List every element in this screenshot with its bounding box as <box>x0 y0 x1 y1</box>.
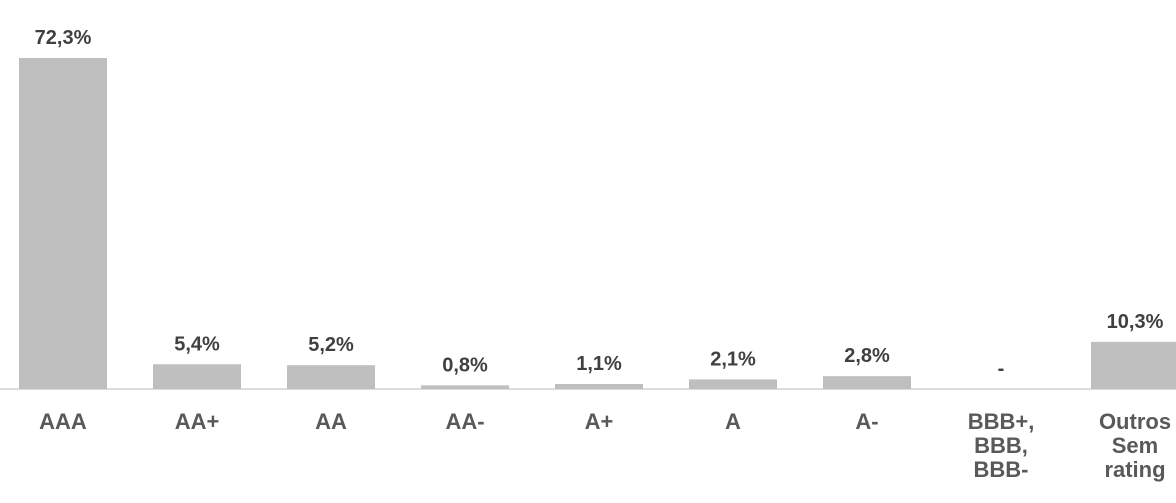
value-label: 5,2% <box>308 334 354 356</box>
bar <box>689 379 777 389</box>
value-label: 5,4% <box>174 333 220 355</box>
value-label: 10,3% <box>1107 311 1164 333</box>
x-tick-label: A <box>725 409 741 434</box>
value-label: - <box>998 358 1005 380</box>
bar <box>823 376 911 389</box>
x-tick-label: AA+ <box>174 409 220 434</box>
x-tick-label: BBB+, BBB, BBB- <box>967 409 1035 482</box>
x-tick-label: A- <box>855 409 879 434</box>
x-tick-label: AA <box>315 409 347 434</box>
bar <box>19 58 107 389</box>
x-tick-label: AA- <box>445 409 485 434</box>
value-label: 2,8% <box>844 345 890 367</box>
bar <box>421 385 509 389</box>
x-tick-label: Outros Sem rating <box>1098 409 1172 482</box>
bar <box>1091 341 1176 389</box>
value-label: 72,3% <box>35 27 92 49</box>
value-label: 1,1% <box>576 353 622 375</box>
bar <box>287 365 375 389</box>
value-label: 2,1% <box>710 348 756 370</box>
bar <box>555 383 643 389</box>
x-tick-label: A+ <box>584 409 614 434</box>
bar <box>153 364 241 389</box>
x-tick-label: AAA <box>39 409 87 434</box>
value-label: 0,8% <box>442 354 488 376</box>
